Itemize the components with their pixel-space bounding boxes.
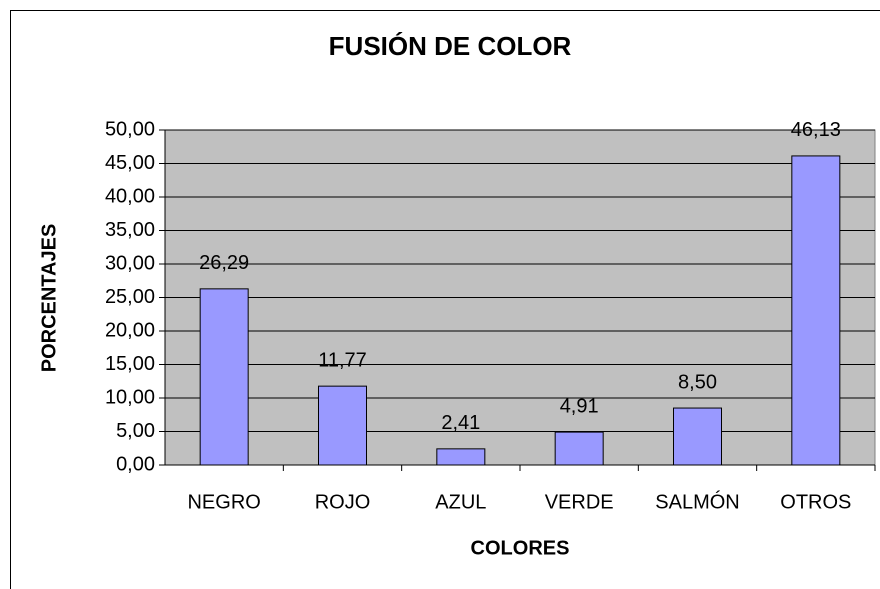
x-tick-label: ROJO xyxy=(315,491,371,513)
x-tick-label: NEGRO xyxy=(187,491,260,513)
chart-title: FUSIÓN DE COLOR xyxy=(329,31,572,61)
y-axis-title: PORCENTAJES xyxy=(38,224,60,373)
y-tick-label: 50,00 xyxy=(105,118,155,140)
x-tick-label: VERDE xyxy=(545,491,614,513)
bar xyxy=(554,431,604,466)
x-tick-label: SALMÓN xyxy=(655,490,739,513)
y-tick-label: 25,00 xyxy=(105,286,155,308)
value-label: 4,91 xyxy=(560,395,599,417)
bar xyxy=(318,385,367,466)
bar xyxy=(436,448,486,466)
value-label: 2,41 xyxy=(441,412,480,434)
y-tick-label: 10,00 xyxy=(105,386,155,408)
bar xyxy=(673,407,722,466)
y-tick-label: 15,00 xyxy=(105,353,155,375)
y-tick-label: 35,00 xyxy=(105,219,155,241)
value-label: 8,50 xyxy=(678,371,717,393)
x-tick-label: AZUL xyxy=(435,491,486,513)
value-label: 26,29 xyxy=(199,252,249,274)
y-tick-label: 0,00 xyxy=(116,453,155,475)
y-tick-label: 5,00 xyxy=(116,420,155,442)
bar xyxy=(199,288,249,466)
y-tick-label: 40,00 xyxy=(105,185,155,207)
y-tick-label: 20,00 xyxy=(105,319,155,341)
value-label: 46,13 xyxy=(791,119,841,141)
y-tick-label: 30,00 xyxy=(105,252,155,274)
x-axis-title: COLORES xyxy=(471,537,570,559)
bar xyxy=(791,155,841,466)
x-tick-label: OTROS xyxy=(780,491,851,513)
value-label: 11,77 xyxy=(318,349,367,371)
y-tick-label: 45,00 xyxy=(105,152,155,174)
